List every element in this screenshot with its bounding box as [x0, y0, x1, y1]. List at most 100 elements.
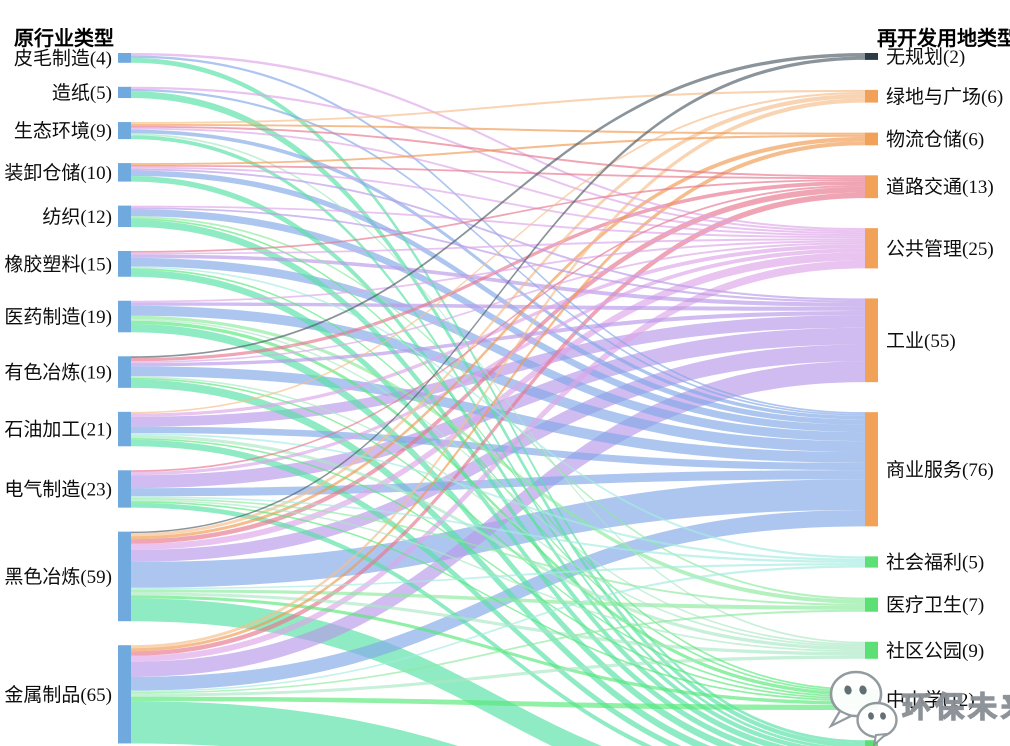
target-node-绿地与广场 [865, 89, 878, 103]
source-label-橡胶塑料: 橡胶塑料(15) [4, 253, 112, 275]
flow-金属制品-to-医疗卫生 [131, 609, 865, 694]
flow-黑色冶炼-to-物流仓储 [131, 136, 865, 540]
source-node-医药制造 [118, 300, 131, 333]
source-node-皮毛制造 [118, 53, 131, 63]
flow-生态环境-to-商业服务 [131, 129, 865, 420]
target-label-商业服务: 商业服务(76) [886, 459, 994, 481]
flow-橡胶塑料-to-商业服务 [131, 257, 865, 442]
flow-医药制造-to-社区公园 [131, 319, 865, 646]
source-node-石油加工 [118, 411, 131, 447]
flow-造纸-to-公共管理 [131, 86, 865, 233]
flow-纺织-to-公共管理 [131, 205, 865, 239]
flow-电气制造-to-道路交通 [131, 184, 865, 472]
flow-橡胶塑料-to-道路交通 [131, 179, 865, 253]
target-label-公共管理: 公共管理(25) [886, 238, 994, 260]
flow-橡胶塑料-to-工业 [131, 254, 865, 307]
flow-有色冶炼-to-社区公园 [131, 376, 865, 647]
flow-装卸仓储-to-工业 [131, 168, 865, 301]
flow-装卸仓储-to-公共管理 [131, 166, 865, 237]
flow-有色冶炼-to-无规划 [131, 53, 865, 358]
flow-生态环境-to-绿地与广场 [131, 89, 865, 124]
source-node-纺织 [118, 205, 131, 227]
flow-石油加工-to-商业服务 [131, 426, 865, 471]
flow-装卸仓储-to-道路交通 [131, 164, 865, 180]
flow-金属制品-to-社会福利 [131, 565, 865, 693]
source-label-造纸: 造纸(5) [52, 82, 112, 104]
flow-装卸仓储-to-物流仓储 [131, 134, 865, 165]
flow-橡胶塑料-to-公共管理 [131, 238, 865, 255]
target-node-工业 [865, 298, 878, 383]
flow-医药制造-to-公共管理 [131, 240, 865, 303]
source-node-电气制造 [118, 470, 131, 508]
flow-金属制品-to-中小学 [131, 696, 865, 711]
target-node-社区公园 [865, 641, 878, 659]
left-column-title: 原行业类型 [14, 28, 114, 50]
right-column-title: 再开发用地类型 [877, 28, 1010, 50]
target-node-道路交通 [865, 175, 878, 199]
flow-有色冶炼-to-底部节点(标签被裁切) [131, 379, 711, 746]
flow-黑色冶炼-to-绿地与广场 [131, 94, 865, 537]
flow-金属制品-to-底部节点(标签被裁切) [131, 701, 459, 746]
target-label-中小学: 中小学(12) [886, 689, 975, 711]
flow-电气制造-to-医疗卫生 [131, 497, 865, 606]
source-label-金属制品: 金属制品(65) [4, 684, 112, 706]
flow-生态环境-to-物流仓储 [131, 123, 865, 135]
source-label-有色冶炼: 有色冶炼(19) [4, 362, 112, 384]
target-label-无规划: 无规划(2) [886, 46, 965, 68]
source-label-装卸仓储: 装卸仓储(10) [4, 162, 112, 184]
flow-金属制品-to-物流仓储 [131, 141, 865, 652]
flow-造纸-to-底部节点(标签被裁切) [131, 91, 865, 746]
flow-黑色冶炼-to-道路交通 [131, 186, 865, 544]
source-node-造纸 [118, 86, 131, 99]
flow-医药制造-to-商业服务 [131, 305, 865, 453]
source-label-医药制造: 医药制造(19) [4, 306, 112, 328]
flow-电气制造-to-底部节点(标签被裁切) [131, 502, 653, 746]
flow-橡胶塑料-to-社会福利 [131, 266, 865, 559]
target-label-社区公园: 社区公园(9) [886, 640, 984, 662]
flow-黑色冶炼-to-底部节点(标签被裁切) [131, 598, 602, 746]
flow-石油加工-to-社区公园 [131, 434, 865, 651]
flow-医药制造-to-医疗卫生 [131, 315, 865, 604]
target-label-绿地与广场: 绿地与广场(6) [886, 86, 1003, 108]
target-label-物流仓储: 物流仓储(6) [886, 128, 984, 150]
flow-有色冶炼-to-公共管理 [131, 242, 865, 363]
source-node-有色冶炼 [118, 356, 131, 388]
target-label-道路交通: 道路交通(13) [886, 176, 994, 198]
flow-有色冶炼-to-中小学 [131, 377, 865, 698]
flow-皮毛制造-to-公共管理 [131, 53, 865, 231]
flow-电气制造-to-社会福利 [131, 496, 865, 564]
flow-金属制品-to-社区公园 [131, 655, 865, 697]
flow-纺织-to-商业服务 [131, 209, 865, 433]
flow-金属制品-to-道路交通 [131, 192, 865, 656]
flow-有色冶炼-to-商业服务 [131, 366, 865, 463]
source-label-纺织: 纺织(12) [42, 206, 112, 228]
flow-生态环境-to-道路交通 [131, 125, 865, 178]
flow-石油加工-to-公共管理 [131, 244, 865, 417]
flow-黑色冶炼-to-社会福利 [131, 563, 865, 590]
target-node-公共管理 [865, 228, 878, 269]
flow-石油加工-to-工业 [131, 315, 865, 427]
flow-生态环境-to-社区公园 [131, 133, 865, 644]
flow-纺织-to-工业 [131, 207, 865, 303]
flow-皮毛制造-to-底部节点(标签被裁切) [131, 57, 865, 744]
source-label-石油加工: 石油加工(21) [4, 419, 112, 441]
source-label-皮毛制造: 皮毛制造(4) [14, 47, 112, 69]
flow-医药制造-to-工业 [131, 302, 865, 311]
target-node-医疗卫生 [865, 597, 878, 612]
target-label-医疗卫生: 医疗卫生(7) [886, 594, 984, 616]
flow-装卸仓储-to-商业服务 [131, 170, 865, 425]
flow-黑色冶炼-to-中小学 [131, 595, 865, 705]
flow-石油加工-to-中小学 [131, 438, 865, 700]
source-label-黑色冶炼: 黑色冶炼(59) [4, 566, 112, 588]
target-node-无规划 [865, 53, 878, 60]
flow-黑色冶炼-to-医疗卫生 [131, 589, 865, 610]
flow-金属制品-to-绿地与广场 [131, 98, 865, 649]
flow-电气制造-to-公共管理 [131, 248, 865, 476]
flow-电气制造-to-中小学 [131, 501, 865, 702]
flow-黑色冶炼-to-无规划 [131, 56, 865, 534]
target-label-工业: 工业(55) [886, 330, 956, 352]
flow-黑色冶炼-to-社区公园 [131, 592, 865, 656]
target-node-中小学 [865, 688, 878, 711]
